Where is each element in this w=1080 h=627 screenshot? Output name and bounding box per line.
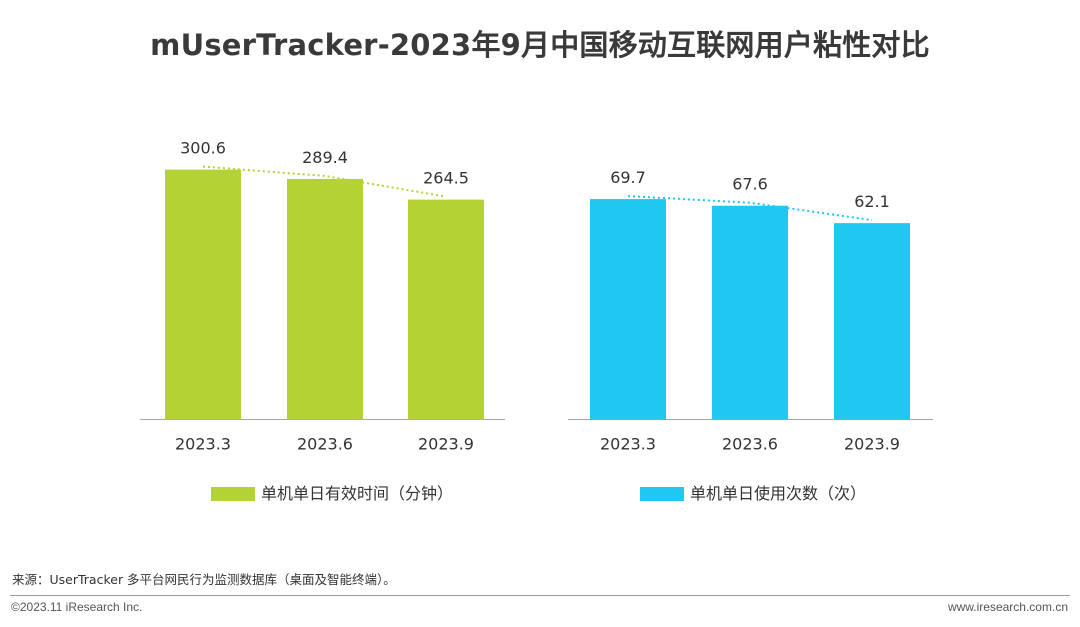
bar <box>287 178 363 420</box>
copyright-text: ©2023.11 iResearch Inc. <box>11 600 143 614</box>
x-tick-label: 2023.9 <box>844 435 900 454</box>
source-note: 来源：UserTracker 多平台网民行为监测数据库（桌面及智能终端）。 <box>12 572 396 587</box>
legend-swatch <box>211 487 255 501</box>
x-tick-label: 2023.9 <box>418 435 474 454</box>
x-tick-label: 2023.3 <box>600 435 656 454</box>
bar <box>712 205 788 420</box>
x-tick-label: 2023.3 <box>175 435 231 454</box>
bar <box>590 199 666 420</box>
data-label: 62.1 <box>854 192 890 211</box>
page-title: mUserTracker-2023年9月中国移动互联网用户粘性对比 <box>150 28 930 62</box>
footer-divider <box>10 595 1070 596</box>
x-tick-label: 2023.6 <box>297 435 353 454</box>
charts-canvas: 300.6 2023.3 289.4 2023.6 264.5 2023.9 单机单日有效时… <box>140 139 933 503</box>
legend-label: 单机单日有效时间（分钟） <box>261 484 453 503</box>
website-link[interactable]: www.iresearch.com.cn <box>947 600 1068 614</box>
trend-line <box>202 165 447 198</box>
x-tick-label: 2023.6 <box>722 435 778 454</box>
data-label: 300.6 <box>180 139 226 158</box>
bar <box>165 169 241 420</box>
data-label: 67.6 <box>732 175 768 194</box>
legend-label: 单机单日使用次数（次） <box>690 484 866 503</box>
data-label: 264.5 <box>423 169 469 188</box>
data-label: 289.4 <box>302 148 348 167</box>
bar <box>834 223 910 420</box>
bar <box>408 199 484 420</box>
trend-line <box>627 195 873 222</box>
data-label: 69.7 <box>610 168 646 187</box>
legend-swatch <box>640 487 684 501</box>
